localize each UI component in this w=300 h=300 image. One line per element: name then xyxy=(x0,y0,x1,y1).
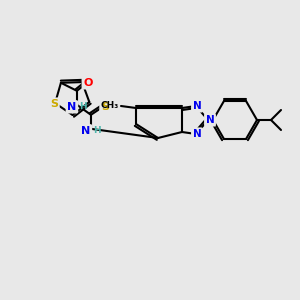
Text: O: O xyxy=(83,78,93,88)
Text: CH₃: CH₃ xyxy=(101,101,119,110)
Text: S: S xyxy=(101,102,109,112)
Text: H: H xyxy=(79,102,86,111)
Text: N: N xyxy=(67,102,76,112)
Text: N: N xyxy=(193,101,201,111)
Text: H: H xyxy=(93,126,100,135)
Text: S: S xyxy=(50,99,58,109)
Text: N: N xyxy=(81,126,91,136)
Text: N: N xyxy=(206,115,214,125)
Text: N: N xyxy=(193,129,201,139)
